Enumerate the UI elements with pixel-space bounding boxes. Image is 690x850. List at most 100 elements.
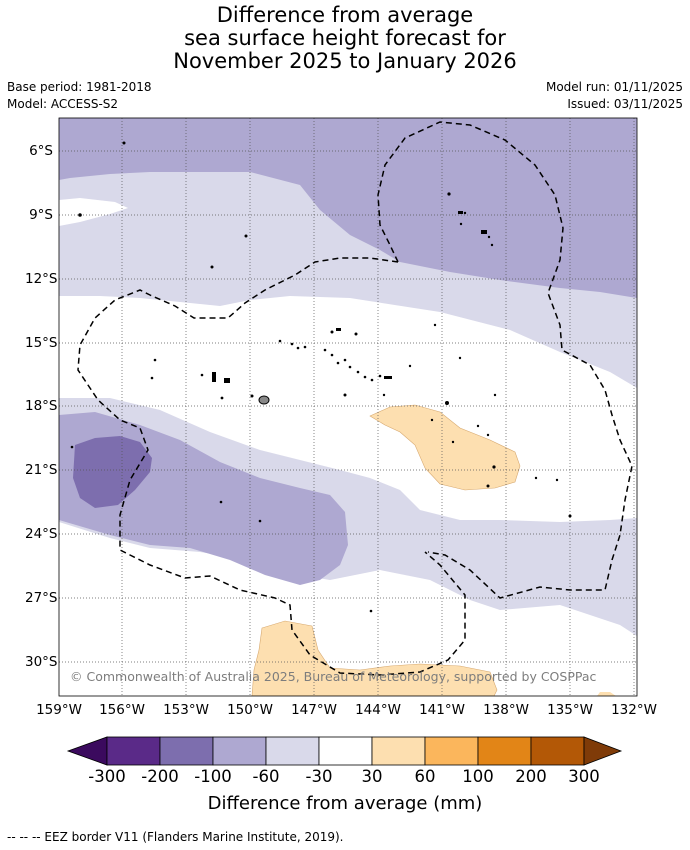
map-frame: [58, 117, 638, 697]
island: [348, 365, 352, 369]
island: [459, 222, 463, 226]
lat-label: 15°S: [25, 335, 58, 351]
colorbar-tick: 100: [462, 767, 494, 786]
contour-orange-corner: [597, 692, 616, 696]
meta-right: Model run: 01/11/2025 Issued: 03/11/2025: [546, 79, 683, 113]
island: [492, 465, 496, 469]
colorbar-bin: [318, 736, 373, 766]
lon-label: 141°W: [419, 702, 465, 718]
island: [220, 396, 224, 400]
colorbar-tick: -100: [194, 767, 232, 786]
island: [330, 353, 334, 357]
island: [200, 373, 204, 377]
island: [356, 370, 360, 374]
graticule: [59, 118, 637, 696]
lon-label: 150°W: [227, 702, 273, 718]
island: [290, 342, 294, 346]
lon-label: 144°W: [355, 702, 401, 718]
colorbar-bin: [530, 736, 585, 766]
island: [463, 211, 467, 215]
chart-title: Difference from average sea surface heig…: [0, 4, 690, 73]
lon-label: 159°W: [36, 702, 82, 718]
island: [354, 332, 358, 336]
colorbar-under-arrow: [66, 736, 108, 766]
island: [258, 395, 270, 405]
lat-label: 21°S: [25, 462, 58, 478]
eez-borders: [77, 121, 633, 676]
island: [481, 230, 487, 234]
island: [447, 192, 451, 196]
island: [378, 374, 382, 378]
island: [369, 609, 373, 613]
island: [382, 393, 386, 397]
island: [336, 361, 340, 365]
base-period: Base period: 1981-2018: [7, 80, 152, 94]
islands: [70, 141, 572, 613]
island: [303, 345, 307, 349]
colorbar-tick: -200: [141, 767, 179, 786]
colorbar-bin: [265, 736, 320, 766]
eez-border-central: [77, 257, 466, 676]
colorbar-tick: 60: [414, 767, 436, 786]
island: [433, 323, 437, 327]
island: [486, 433, 490, 437]
island: [296, 346, 300, 350]
model-name: Model: ACCESS-S2: [7, 97, 119, 111]
colorbar-title: Difference from average (mm): [207, 793, 483, 814]
island: [343, 393, 347, 397]
island: [555, 478, 559, 482]
island: [363, 375, 367, 379]
island: [153, 358, 157, 362]
lat-label: 6°S: [29, 143, 53, 159]
island: [212, 372, 216, 382]
colorbar-bin: [212, 736, 267, 766]
title-line-1: Difference from average: [216, 3, 474, 27]
island: [224, 378, 230, 383]
island: [408, 364, 412, 368]
contour-white-notch: [59, 198, 128, 226]
island: [78, 213, 82, 217]
lat-label: 27°S: [25, 590, 58, 606]
island: [458, 211, 463, 214]
eez-legend-note: -- -- -- EEZ border V11 (Flanders Marine…: [7, 830, 344, 844]
colorbar-over-arrow: [583, 736, 623, 766]
contour-orange-east: [369, 404, 521, 491]
model-run: Model run: 01/11/2025: [545, 80, 683, 94]
island: [122, 141, 126, 145]
eez-border-north: [377, 121, 633, 599]
island: [150, 376, 154, 380]
lat-label: 18°S: [25, 398, 58, 414]
island: [487, 235, 491, 239]
colorbar-tick: -60: [252, 767, 280, 786]
island: [451, 440, 455, 444]
lon-label: 138°W: [483, 702, 529, 718]
island: [458, 356, 462, 360]
title-line-2: sea surface height forecast for: [184, 26, 506, 50]
island: [330, 330, 334, 334]
island: [323, 348, 327, 352]
island: [244, 234, 248, 238]
colorbar-bin: [477, 736, 532, 766]
meta-left: Base period: 1981-2018 Model: ACCESS-S2: [7, 79, 152, 113]
island: [210, 265, 214, 269]
island: [336, 328, 341, 331]
island: [490, 243, 494, 247]
colorbar-tick: 30: [361, 767, 383, 786]
lon-label: 153°W: [163, 702, 209, 718]
island: [568, 514, 572, 518]
lon-label: 147°W: [291, 702, 337, 718]
contour-orange-south: [251, 620, 498, 696]
lat-label: 30°S: [25, 654, 58, 670]
colorbar-bin: [159, 736, 214, 766]
island: [384, 376, 392, 379]
lon-label: 135°W: [547, 702, 593, 718]
island: [430, 418, 434, 422]
lat-label: 24°S: [25, 526, 58, 542]
issued-date: Issued: 03/11/2025: [567, 97, 683, 111]
colorbar-bin: [371, 736, 426, 766]
island: [486, 484, 490, 488]
island: [343, 358, 347, 362]
lat-label: 9°S: [29, 207, 53, 223]
